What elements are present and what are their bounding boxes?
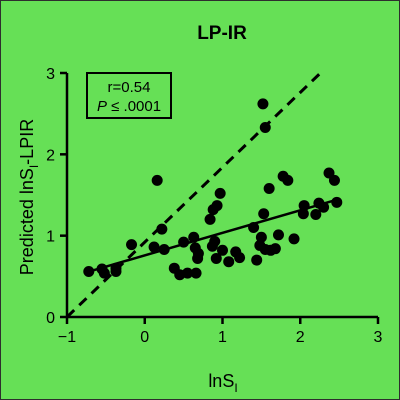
data-point — [269, 243, 281, 255]
identity-line-layer — [65, 71, 322, 319]
data-point — [158, 243, 170, 255]
data-point — [192, 252, 204, 264]
y-axis-label-tail: -LPIR — [17, 119, 37, 165]
x-tick-label: 0 — [140, 329, 149, 346]
data-point — [217, 244, 228, 256]
data-point — [126, 239, 138, 251]
data-point — [255, 231, 267, 243]
data-point — [223, 256, 235, 268]
stats-box-border — [86, 72, 172, 119]
data-point — [310, 209, 322, 221]
p-value-text: P ≤ .0001 — [97, 98, 161, 115]
x-tick-label: −1 — [58, 329, 76, 346]
y-tick-label: 0 — [46, 310, 55, 327]
p-symbol: P — [97, 98, 107, 115]
data-points-layer — [83, 98, 343, 281]
data-point — [178, 236, 190, 248]
chart-title: LP-IR — [197, 23, 247, 44]
data-point — [282, 174, 294, 186]
regression-line-layer — [86, 197, 340, 274]
data-point — [151, 174, 163, 186]
data-point — [288, 233, 300, 245]
data-point — [110, 265, 122, 277]
data-point — [204, 213, 216, 225]
data-point — [211, 200, 223, 212]
data-point — [257, 98, 269, 110]
data-point — [190, 267, 202, 279]
data-point — [297, 208, 309, 220]
p-value: ≤ .0001 — [107, 98, 161, 115]
x-axis-label-main: lnS — [208, 371, 234, 391]
y-axis-label-main: Predicted lnS — [17, 168, 37, 275]
data-point — [328, 174, 340, 186]
data-point — [331, 196, 343, 208]
stats-box: r=0.54 P ≤ .0001 — [86, 72, 172, 119]
y-axis-label-subscript: I — [27, 165, 41, 168]
data-point — [98, 267, 110, 279]
x-tick-label: 2 — [296, 329, 305, 346]
data-point — [83, 265, 95, 277]
y-tick-label: 1 — [46, 229, 55, 246]
data-point — [298, 200, 310, 212]
data-point — [209, 235, 221, 247]
data-point — [210, 252, 222, 264]
y-tick-label: 3 — [46, 66, 55, 83]
data-point — [182, 267, 194, 279]
data-point — [156, 223, 168, 235]
data-point — [272, 229, 284, 241]
regression-line — [86, 197, 340, 274]
y-tick-label: 2 — [46, 147, 55, 164]
x-tick-label: 3 — [374, 329, 383, 346]
data-point — [318, 201, 330, 213]
x-axis-label: lnSI — [208, 371, 237, 395]
x-axis-label-subscript: I — [234, 381, 237, 395]
identity-dashed-line — [65, 71, 322, 319]
data-point — [263, 182, 275, 194]
data-point — [188, 231, 200, 243]
x-tick-label: 1 — [218, 329, 227, 346]
data-point — [259, 121, 271, 133]
data-point — [258, 208, 270, 220]
y-axis-label: Predicted lnSI-LPIR — [17, 119, 41, 275]
data-point — [248, 222, 260, 234]
correlation-text: r=0.54 — [108, 79, 151, 96]
data-point — [234, 252, 246, 264]
data-point — [251, 254, 263, 266]
data-point — [214, 187, 226, 199]
data-point — [148, 241, 160, 253]
